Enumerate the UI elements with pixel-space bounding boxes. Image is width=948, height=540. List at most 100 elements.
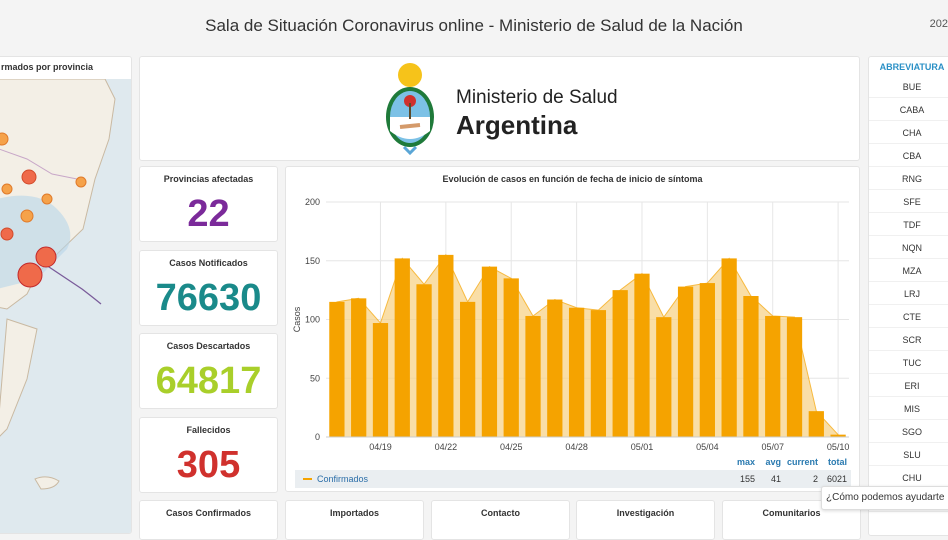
stat-value: 64817	[155, 360, 262, 402]
bar[interactable]	[503, 278, 519, 437]
bar[interactable]	[460, 301, 476, 437]
abbreviation-row[interactable]: SLU	[869, 444, 948, 466]
chart-title: Evolución de casos en función de fecha d…	[442, 174, 703, 184]
stat-provincias-afectadas: Provincias afectadas 22	[139, 166, 278, 242]
bar[interactable]	[721, 258, 737, 437]
help-chat-bubble[interactable]: ¿Cómo podemos ayudarte	[821, 486, 948, 510]
abbreviation-header: ABREVIATURA	[879, 62, 945, 72]
x-tick-label: 04/25	[500, 442, 523, 452]
abbreviation-row[interactable]: LRJ	[869, 283, 948, 305]
bar[interactable]	[590, 310, 607, 437]
y-tick-label: 50	[310, 373, 320, 383]
chart-legend[interactable]: max avg current total Confirmados 155 41…	[295, 457, 851, 488]
box-investigacion: Investigación	[576, 500, 715, 540]
y-tick-label: 200	[305, 197, 320, 207]
bar[interactable]	[634, 273, 650, 437]
stat-label: Provincias afectadas	[163, 174, 254, 184]
y-tick-label: 0	[315, 432, 320, 442]
y-tick-label: 100	[305, 315, 320, 325]
map-marker[interactable]	[1, 183, 13, 195]
bar[interactable]	[808, 411, 824, 437]
box-label: Importados	[329, 508, 379, 518]
stat-casos-descartados: Casos Descartados 64817	[139, 333, 278, 409]
bar[interactable]	[568, 307, 585, 437]
y-tick-label: 150	[305, 256, 320, 266]
cases-bar-chart[interactable]: 0 50 100 150 200 04/19 04/22 04/25 04/28 05/01 05/…	[286, 167, 861, 467]
bar[interactable]	[830, 434, 846, 437]
map-marker[interactable]	[35, 246, 57, 268]
series-area	[336, 253, 839, 438]
bar[interactable]	[351, 298, 367, 437]
abbreviation-row[interactable]: RNG	[869, 168, 948, 190]
x-tick-label: 05/01	[631, 442, 654, 452]
x-tick-label: 04/28	[565, 442, 588, 452]
bar[interactable]	[329, 301, 345, 437]
x-tick-label: 04/22	[435, 442, 458, 452]
abbreviation-row[interactable]: BUE	[869, 76, 948, 98]
stat-value: 305	[176, 444, 241, 486]
legend-swatch	[303, 478, 312, 480]
legend-header-max: max	[736, 457, 755, 467]
stat-label: Casos Descartados	[166, 341, 251, 351]
bar[interactable]	[438, 254, 454, 437]
abbreviation-row[interactable]: SFE	[869, 191, 948, 213]
map-marker[interactable]	[75, 176, 87, 188]
legend-header-current: current	[786, 457, 818, 467]
abbreviation-row[interactable]: SCR	[869, 329, 948, 351]
stat-casos-notificados: Casos Notificados 76630	[139, 250, 278, 326]
box-label: Investigación	[616, 508, 675, 518]
abbreviation-row[interactable]: MZA	[869, 260, 948, 282]
map-panel[interactable]: rmados por provincia	[0, 56, 132, 534]
national-coat-of-arms-icon	[386, 63, 434, 156]
map-marker[interactable]	[41, 193, 53, 205]
province-map[interactable]	[0, 79, 132, 534]
bar[interactable]	[372, 323, 389, 437]
box-importados: Importados	[285, 500, 424, 540]
stat-value: 76630	[155, 277, 262, 319]
abbreviation-row[interactable]: MIS	[869, 398, 948, 420]
abbreviation-row[interactable]: ERI	[869, 375, 948, 397]
abbreviation-row[interactable]: NQN	[869, 237, 948, 259]
date-fragment: 202	[929, 18, 948, 30]
legend-avg: 41	[770, 474, 781, 484]
abbreviation-row[interactable]: TDF	[869, 214, 948, 236]
abbreviation-row[interactable]: CHA	[869, 122, 948, 144]
x-tick-label: 05/04	[696, 442, 719, 452]
bar[interactable]	[743, 296, 759, 437]
abbreviation-row[interactable]: CBA	[869, 145, 948, 167]
bar[interactable]	[786, 317, 803, 437]
map-marker[interactable]	[21, 169, 37, 185]
map-marker[interactable]	[0, 132, 9, 146]
bar[interactable]	[416, 284, 432, 437]
abbreviation-row[interactable]: SGO	[869, 421, 948, 443]
stat-value: 22	[187, 193, 230, 235]
abbreviation-row[interactable]: TUC	[869, 352, 948, 374]
bar[interactable]	[525, 315, 541, 437]
map-marker[interactable]	[20, 209, 34, 223]
abbreviation-table[interactable]: ABREVIATURA BUE CABA CHA CBA RNG SFE TDF NQN MZA…	[868, 56, 948, 536]
x-tick-label: 05/10	[827, 442, 850, 452]
map-marker[interactable]	[17, 262, 43, 288]
bar[interactable]	[699, 283, 715, 437]
map-title: rmados por provincia	[1, 62, 94, 72]
ministry-name: Ministerio de Salud	[456, 87, 618, 108]
bar[interactable]	[394, 258, 410, 437]
legend-max: 155	[739, 474, 755, 484]
bar[interactable]	[677, 286, 694, 437]
bar[interactable]	[656, 317, 672, 437]
bar[interactable]	[547, 299, 563, 437]
legend-header-avg: avg	[765, 457, 781, 467]
box-label: Comunitarios	[762, 508, 821, 518]
bar[interactable]	[481, 266, 498, 437]
legend-header-total: total	[828, 457, 847, 467]
stat-label: Fallecidos	[186, 425, 231, 435]
legend-series-name[interactable]: Confirmados	[317, 474, 369, 484]
abbreviation-row[interactable]: CABA	[869, 99, 948, 121]
abbreviation-row[interactable]: CTE	[869, 306, 948, 328]
bar[interactable]	[612, 290, 628, 437]
map-marker[interactable]	[0, 227, 14, 241]
box-casos-confirmados: Casos Confirmados	[139, 500, 278, 540]
legend-current: 2	[812, 474, 818, 484]
bar[interactable]	[765, 315, 781, 437]
legend-total: 6021	[826, 474, 847, 484]
